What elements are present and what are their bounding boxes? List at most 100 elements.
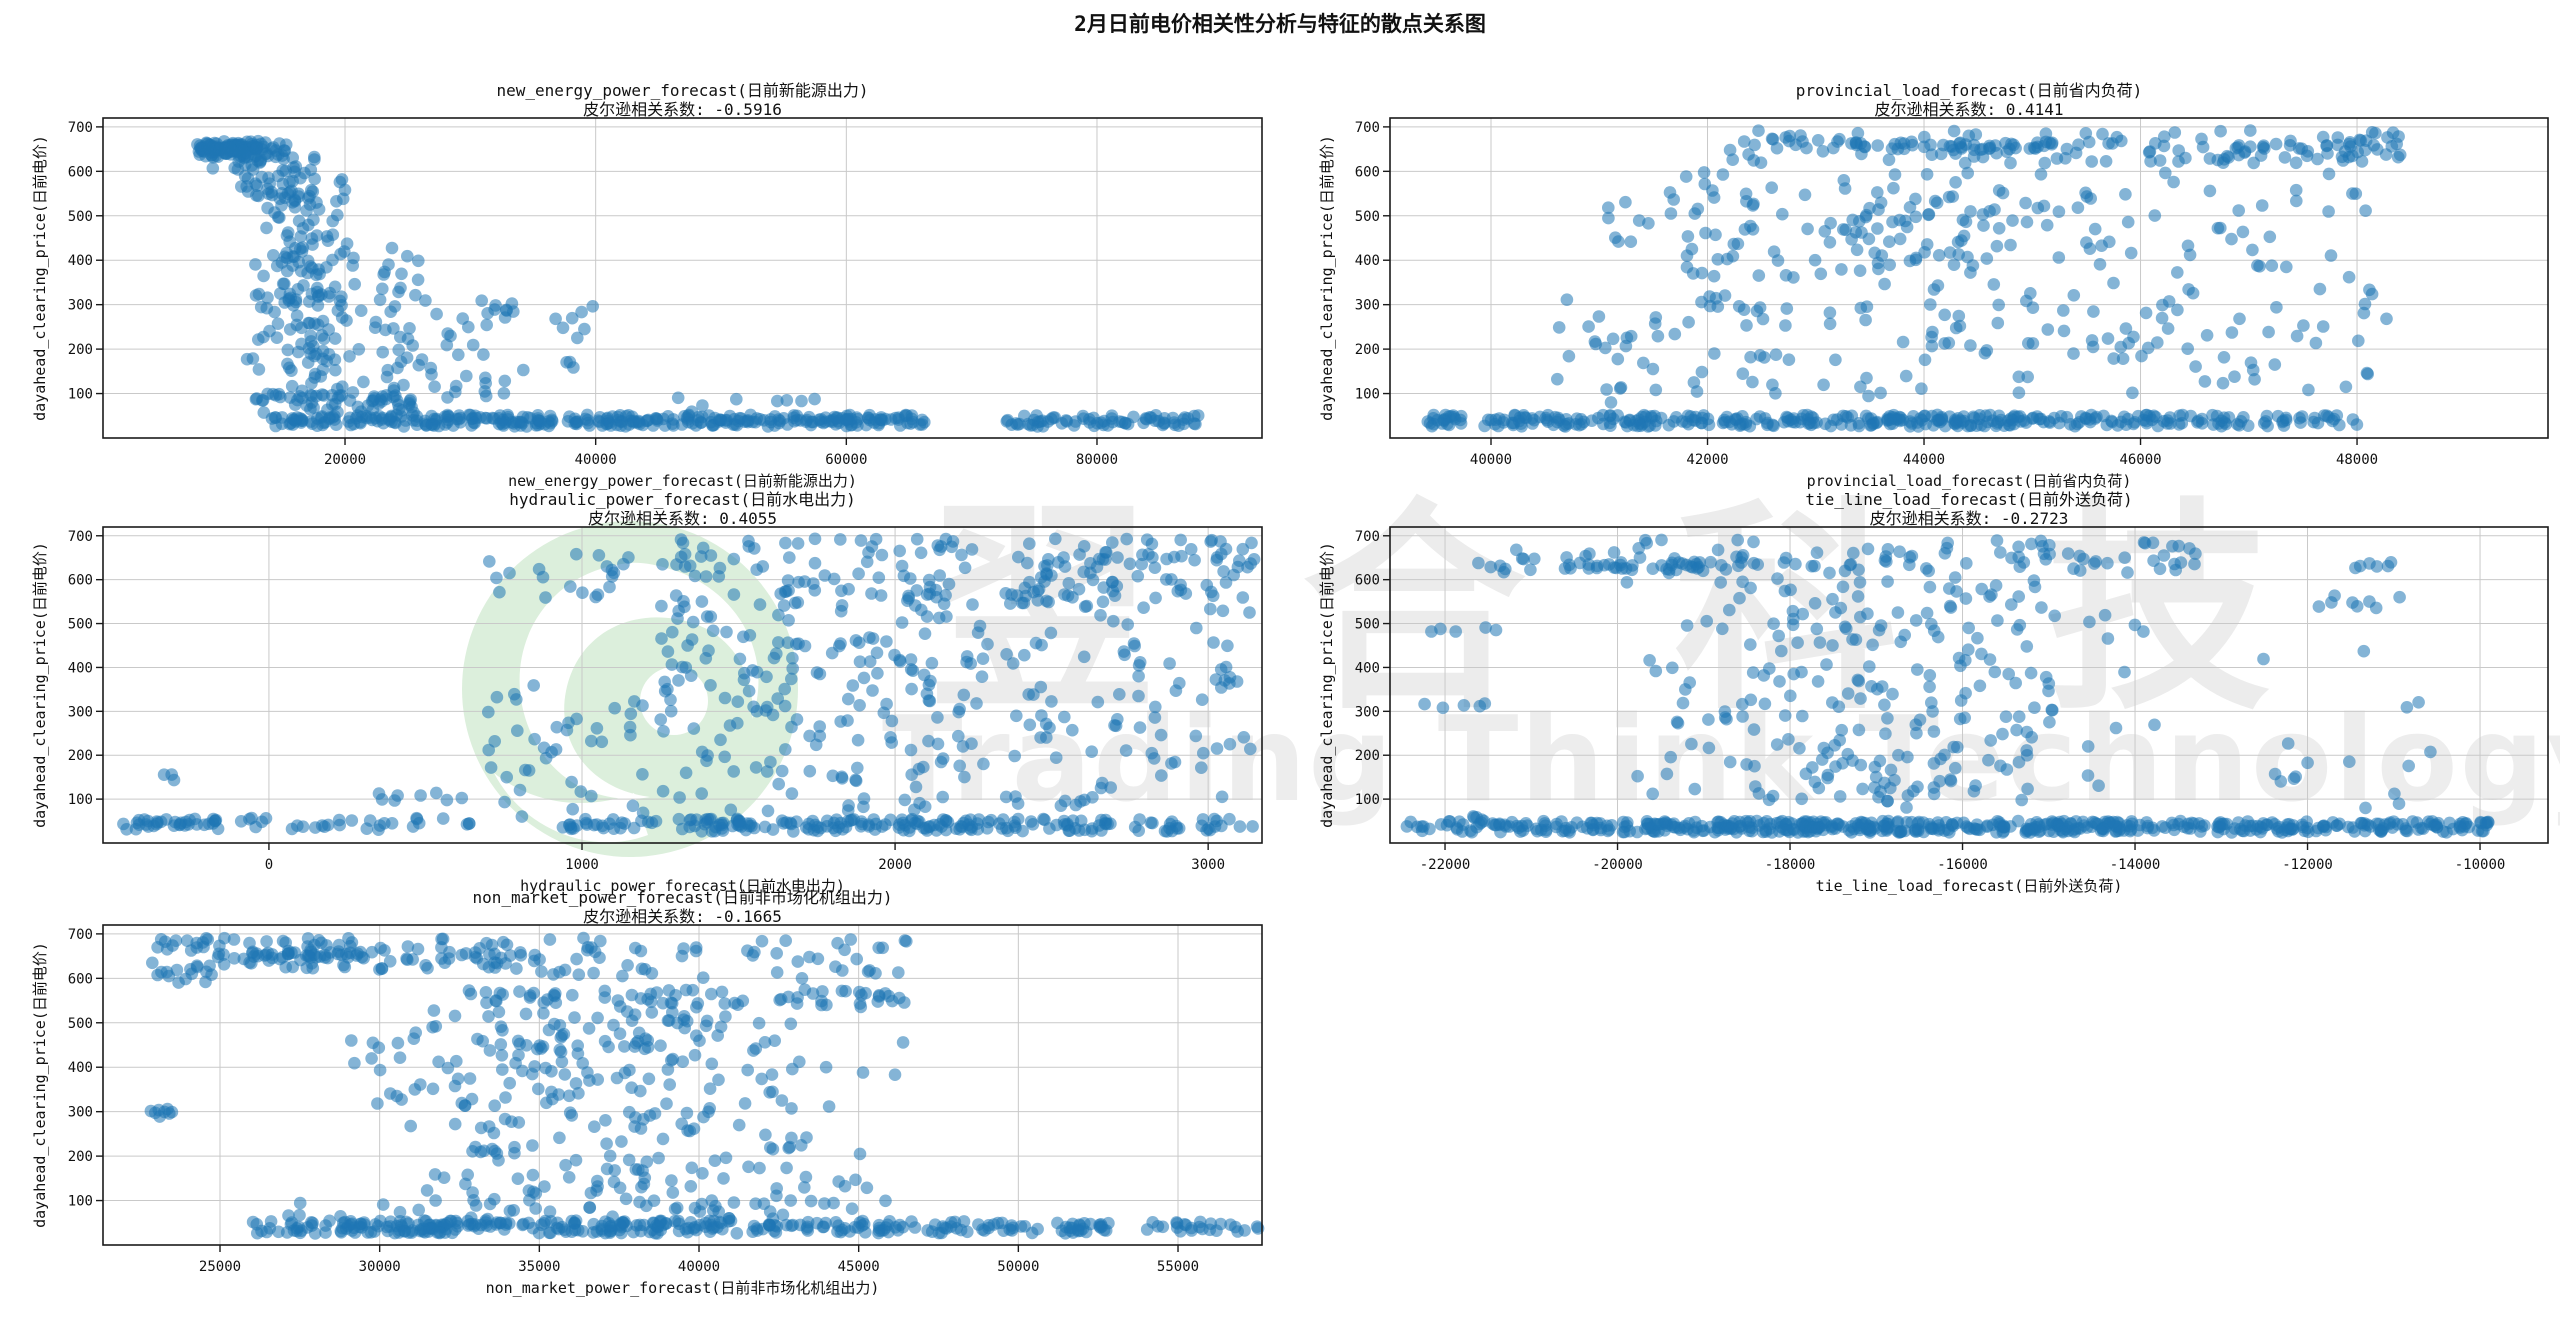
x-tick-label: 42000 [1686,452,1728,468]
subplot-new_energy_power_forecast: 20000 40000 60000 80000 new_energy_power_for… [31,81,1263,490]
x-tick-label: -22000 [1420,857,1471,873]
y-tick-label: 600 [1355,164,1380,180]
data-points [1400,533,2495,839]
x-tick-label: 0 [265,857,273,873]
x-axis-label: tie_line_load_forecast(日前外送负荷) [1816,877,2123,895]
grid [1390,527,2548,843]
x-tick-label: 48000 [2336,452,2378,468]
y-tick-label: 700 [1355,529,1380,545]
plot-border [1389,526,2549,844]
x-tick-label: 1000 [565,857,599,873]
x-tick-label: 40000 [575,452,617,468]
subplot-title: non_market_power_forecast(日前非市场化机组出力) [472,888,892,907]
y-axis: 100 200 300 400 500 600 700 dayahead_clearing_p… [1318,529,1390,828]
y-tick-label: 500 [1355,617,1380,633]
y-tick-label: 700 [68,529,93,545]
figure-title: 2月日前电价相关性分析与特征的散点关系图 [1074,12,1486,36]
y-tick-label: 100 [68,387,93,403]
x-tick-label: 44000 [1903,452,1945,468]
subplot-non_market_power_forecast: 25000 30000 35000 40000 45000 50000 55000 non_m… [31,888,1265,1297]
y-tick-label: 300 [1355,298,1380,314]
x-tick-label: 40000 [678,1259,720,1275]
y-axis-label: dayahead_clearing_price(日前电价) [1318,542,1336,828]
x-axis: -22000 -20000 -18000 -16000 -14000 -12000 -100… [1420,843,2505,895]
x-tick-label: 3000 [1191,857,1225,873]
y-tick-label: 500 [68,617,93,633]
y-axis: 100 200 300 400 500 600 700 dayahead_clearing_p… [1318,120,1390,421]
x-tick-label: -16000 [1937,857,1988,873]
x-tick-label: 55000 [1157,1259,1199,1275]
data-points [191,134,1205,433]
y-tick-label: 200 [68,748,93,764]
x-tick-label: 40000 [1470,452,1512,468]
y-tick-label: 400 [68,1060,93,1076]
x-axis-label: hydraulic_power_forecast(日前水电出力) [520,877,845,895]
y-tick-label: 400 [68,253,93,269]
y-tick-label: 400 [68,660,93,676]
x-tick-label: 35000 [518,1259,560,1275]
grid [103,925,1262,1245]
x-axis-label: provincial_load_forecast(日前省内负荷) [1807,472,2132,490]
y-tick-label: 700 [68,120,93,136]
y-tick-label: 300 [68,704,93,720]
x-axis: 0 1000 2000 3000 hydraulic_power_forecast(日前… [265,843,1225,895]
data-points [144,931,1265,1240]
subplot-title: tie_line_load_forecast(日前外送负荷) [1805,490,2132,509]
subplot-pearson-label: 皮尔逊相关系数: -0.5916 [583,100,782,119]
x-tick-label: -18000 [1765,857,1816,873]
y-tick-label: 100 [1355,792,1380,808]
y-tick-label: 300 [68,298,93,314]
y-tick-label: 200 [68,1149,93,1165]
y-tick-label: 700 [68,927,93,943]
plot-border [102,526,1263,844]
x-tick-label: 80000 [1076,452,1118,468]
x-tick-label: 50000 [997,1259,1039,1275]
x-tick-label: -12000 [2282,857,2333,873]
subplot-pearson-label: 皮尔逊相关系数: -0.2723 [1870,509,2069,528]
subplot-hydraulic_power_forecast: 0 1000 2000 3000 hydraulic_power_forecast(日前… [31,490,1263,895]
x-axis: 40000 42000 44000 46000 48000 provincial_load… [1470,438,2378,490]
subplot-tie_line_load_forecast: -22000 -20000 -18000 -16000 -14000 -12000 -100… [1318,490,2549,895]
x-tick-label: -20000 [1592,857,1643,873]
x-tick-label: 20000 [324,452,366,468]
x-axis-label: new_energy_power_forecast(日前新能源出力) [508,472,857,490]
y-axis-label: dayahead_clearing_price(日前电价) [31,542,49,828]
x-axis-label: non_market_power_forecast(日前非市场化机组出力) [486,1279,880,1297]
subplot-provincial_load_forecast: 40000 42000 44000 46000 48000 provincial_load… [1318,81,2549,490]
y-tick-label: 500 [68,209,93,225]
y-tick-label: 100 [68,792,93,808]
y-axis-label: dayahead_clearing_price(日前电价) [31,135,49,421]
y-tick-label: 500 [68,1016,93,1032]
y-tick-label: 600 [68,164,93,180]
x-axis: 25000 30000 35000 40000 45000 50000 55000 non_m… [199,1245,1199,1297]
x-tick-label: 45000 [838,1259,880,1275]
y-tick-label: 600 [68,573,93,589]
y-axis-label: dayahead_clearing_price(日前电价) [1318,135,1336,421]
plot-border [102,924,1263,1246]
y-tick-label: 200 [68,342,93,358]
data-points [1421,124,2407,433]
y-tick-label: 100 [1355,387,1380,403]
subplot-pearson-label: 皮尔逊相关系数: -0.1665 [583,907,782,926]
subplot-title: hydraulic_power_forecast(日前水电出力) [509,490,855,509]
x-tick-label: 46000 [2119,452,2161,468]
x-tick-label: 2000 [878,857,912,873]
y-tick-label: 200 [1355,342,1380,358]
y-axis: 100 200 300 400 500 600 700 dayahead_clearing_p… [31,927,103,1228]
y-axis-label: dayahead_clearing_price(日前电价) [31,942,49,1228]
x-axis: 20000 40000 60000 80000 new_energy_power_for… [324,438,1118,490]
subplot-pearson-label: 皮尔逊相关系数: 0.4055 [588,509,777,528]
subplot-title: new_energy_power_forecast(日前新能源出力) [496,81,868,100]
y-tick-label: 600 [1355,573,1380,589]
y-axis: 100 200 300 400 500 600 700 dayahead_clearing_p… [31,529,103,828]
subplot-pearson-label: 皮尔逊相关系数: 0.4141 [1874,100,2063,119]
y-tick-label: 300 [68,1105,93,1121]
x-tick-label: 60000 [825,452,867,468]
y-tick-label: 400 [1355,253,1380,269]
subplot-title: provincial_load_forecast(日前省内负荷) [1796,81,2142,100]
x-tick-label: 25000 [199,1259,241,1275]
y-tick-label: 600 [68,971,93,987]
y-axis: 100 200 300 400 500 600 700 dayahead_clearing_p… [31,120,103,421]
